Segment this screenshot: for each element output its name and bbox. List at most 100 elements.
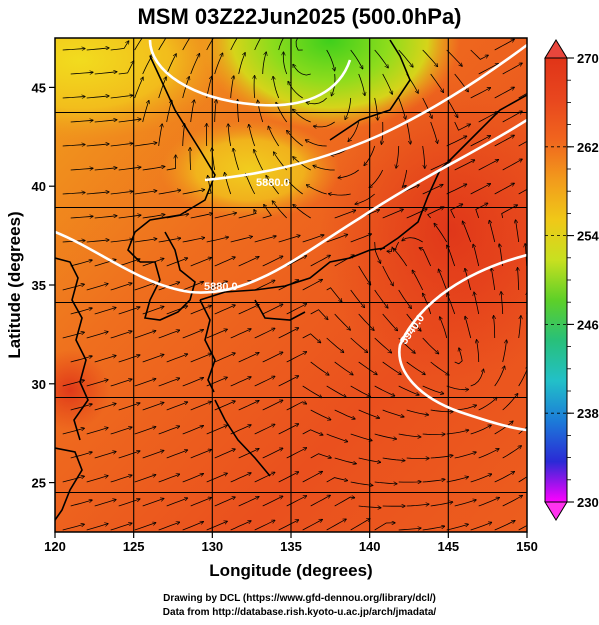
wind-vector [86, 476, 109, 483]
wind-vector [494, 421, 513, 435]
wind-vector [310, 361, 329, 375]
wind-vector [233, 148, 240, 171]
wind-vector [518, 366, 527, 387]
wind-vector [94, 308, 117, 315]
wind-vector [230, 76, 234, 99]
wind-vector [238, 353, 259, 363]
wind-vector [70, 168, 93, 170]
warm-region-north [160, 120, 340, 220]
wind-vector [382, 409, 404, 417]
wind-vector [142, 354, 164, 363]
wind-vector [286, 352, 307, 363]
wind-vector [465, 316, 472, 339]
wind-vector [214, 53, 223, 75]
wind-vector [86, 524, 109, 531]
wind-vector [326, 49, 335, 71]
wind-vector [158, 522, 180, 531]
wind-vector [70, 120, 93, 122]
wind-vector [94, 404, 117, 411]
contour-label-5880-north: 5880.0 [256, 177, 290, 189]
wind-vector [446, 184, 467, 195]
wind-vector [518, 140, 527, 147]
wind-vector [206, 329, 228, 339]
wind-vector [246, 174, 256, 195]
wind-vector [166, 450, 188, 459]
wind-vector [494, 472, 515, 483]
wind-vector [230, 236, 253, 243]
wind-vector [491, 268, 496, 291]
wind-vector [502, 495, 523, 507]
wind-vector [454, 160, 475, 171]
wind-vector [254, 472, 275, 483]
wind-vector [110, 379, 132, 387]
gridlines [55, 38, 527, 532]
wind-vector [286, 179, 303, 195]
wind-vector [190, 258, 212, 267]
wind-vector [62, 524, 85, 531]
wind-vector [398, 49, 413, 67]
wind-vector [230, 521, 252, 531]
wind-vector [166, 402, 188, 411]
wind-vector [326, 433, 348, 442]
wind-vector [70, 72, 93, 74]
wind-vector [518, 525, 527, 531]
contour-5880-south [55, 118, 527, 294]
wind-vector [110, 523, 132, 531]
wind-vector [134, 283, 156, 291]
wind-vector [94, 452, 117, 459]
wind-vector [278, 520, 299, 531]
wind-vector [310, 495, 331, 507]
wind-vector [158, 474, 180, 483]
wind-vector [86, 332, 109, 339]
wind-vector [110, 191, 133, 195]
wind-vector [238, 53, 246, 75]
wind-vector [326, 519, 347, 531]
wind-vector [334, 457, 357, 464]
wind-vector [134, 77, 143, 99]
wind-vector [118, 259, 140, 267]
wind-vector [302, 385, 322, 398]
wind-vector [350, 289, 365, 308]
wind-vector [230, 38, 238, 51]
wind-vector [438, 269, 448, 291]
wind-vector [86, 284, 109, 291]
wind-vector [62, 476, 85, 483]
wind-vector [470, 474, 492, 483]
colorbar-tick-label: 230 [577, 495, 599, 510]
colorbar-tick-label: 262 [577, 140, 599, 155]
wind-vector [516, 220, 520, 243]
wind-vector [118, 215, 141, 219]
wind-vector [262, 400, 283, 411]
wind-vector [422, 337, 439, 354]
wind-vector [350, 385, 371, 397]
wind-vector [118, 355, 140, 363]
wind-vector [454, 73, 469, 92]
wind-vector [350, 433, 373, 441]
wind-vector [166, 100, 172, 123]
y-tick-label: 45 [32, 80, 46, 95]
wind-vector [398, 433, 421, 437]
x-tick-label: 150 [516, 539, 538, 554]
wind-vector [134, 331, 156, 339]
contour-5940 [398, 253, 527, 432]
wind-vector [502, 63, 523, 75]
hot-region-west [55, 350, 110, 430]
wind-vector [470, 522, 492, 531]
wind-vector [134, 191, 157, 195]
y-tick-label: 30 [32, 377, 46, 392]
wind-vector [422, 185, 443, 195]
wind-vector [358, 313, 374, 330]
wind-vector [142, 450, 164, 459]
wind-vector [190, 354, 212, 363]
wind-vector [238, 257, 259, 267]
wind-vector [526, 505, 527, 507]
chart-title: MSM 03Z22Jun2025 (500.0hPa) [137, 4, 462, 29]
wind-vector [470, 184, 491, 195]
wind-vector [430, 455, 453, 459]
wind-vector [526, 73, 527, 75]
wind-vector [86, 48, 109, 51]
wind-vector [310, 453, 332, 458]
wind-vector [494, 135, 515, 147]
wind-vector [350, 519, 370, 531]
